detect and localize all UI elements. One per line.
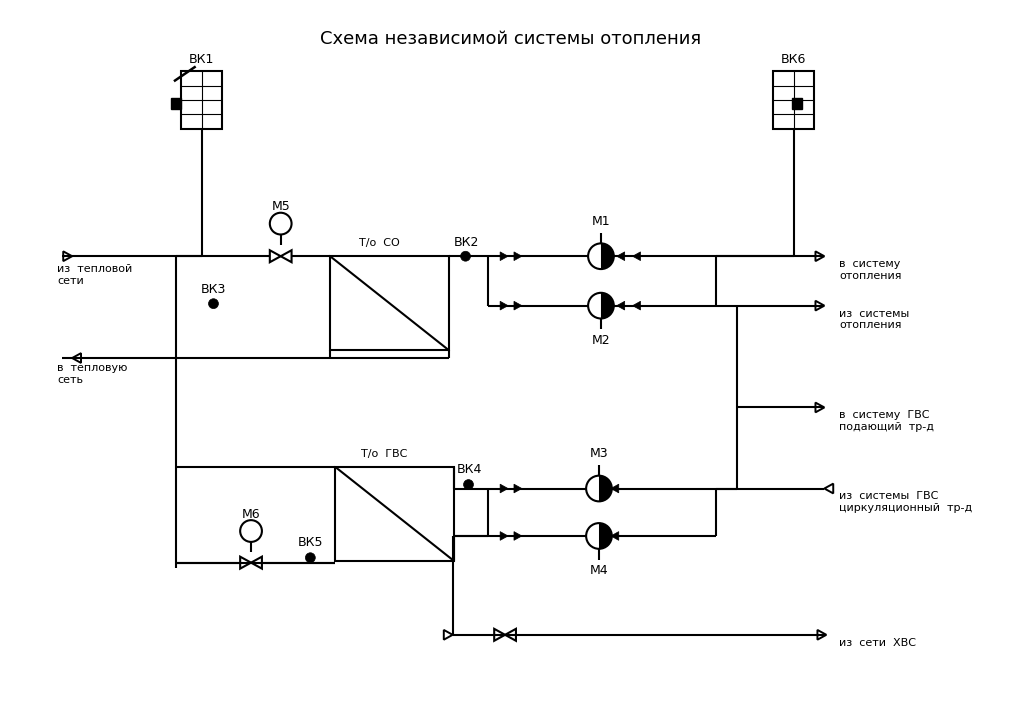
Wedge shape [601,293,614,319]
Circle shape [240,520,262,542]
Text: в  систему: в систему [839,259,900,269]
Text: М1: М1 [591,215,611,228]
Text: ВК3: ВК3 [201,283,226,296]
Circle shape [586,476,612,501]
Text: из  системы  ГВС: из системы ГВС [839,492,938,502]
Polygon shape [617,301,625,310]
Bar [336,467,453,560]
Text: М4: М4 [589,564,609,577]
Circle shape [588,244,614,269]
Polygon shape [514,252,522,260]
Text: ВК6: ВК6 [781,53,806,66]
Circle shape [463,479,474,489]
Text: ВК2: ВК2 [454,236,479,249]
Circle shape [209,299,219,309]
Polygon shape [514,531,522,540]
Text: циркуляционный  тр-д: циркуляционный тр-д [839,503,973,513]
Text: Т/о  СО: Т/о СО [359,239,400,249]
Text: Т/о  ГВС: Т/о ГВС [361,449,408,459]
Polygon shape [617,252,625,260]
Polygon shape [500,484,508,493]
Wedge shape [599,476,612,501]
Wedge shape [599,523,612,549]
Circle shape [460,252,471,261]
Bar [171,98,181,109]
Polygon shape [500,301,508,310]
Bar [773,72,814,129]
Bar [792,98,802,109]
Polygon shape [632,252,640,260]
Polygon shape [632,301,640,310]
Polygon shape [514,484,522,493]
Text: отопления: отопления [839,271,901,281]
Text: М6: М6 [241,508,260,521]
Text: из  системы: из системы [839,309,909,319]
Text: в  тепловую: в тепловую [57,363,128,373]
Text: сеть: сеть [57,375,83,385]
Bar [330,256,449,350]
Wedge shape [601,244,614,269]
Polygon shape [500,531,508,540]
Polygon shape [611,531,619,540]
Text: М5: М5 [271,200,291,213]
Text: ВК1: ВК1 [189,53,214,66]
Text: сети: сети [57,276,84,286]
Text: М3: М3 [589,448,609,461]
Bar [181,72,222,129]
Polygon shape [514,301,522,310]
Text: Схема независимой системы отопления: Схема независимой системы отопления [320,30,702,48]
Text: отопления: отопления [839,320,901,330]
Circle shape [270,213,292,234]
Text: М2: М2 [591,334,611,347]
Circle shape [306,553,315,562]
Polygon shape [500,252,508,260]
Text: подающий  тр-д: подающий тр-д [839,422,934,432]
Text: из  сети  ХВС: из сети ХВС [839,638,917,648]
Text: в  систему  ГВС: в систему ГВС [839,411,930,420]
Circle shape [586,523,612,549]
Polygon shape [611,484,619,493]
Circle shape [588,293,614,319]
Text: ВК5: ВК5 [298,536,323,549]
Text: ВК4: ВК4 [457,463,482,476]
Text: из  тепловой: из тепловой [57,264,133,274]
